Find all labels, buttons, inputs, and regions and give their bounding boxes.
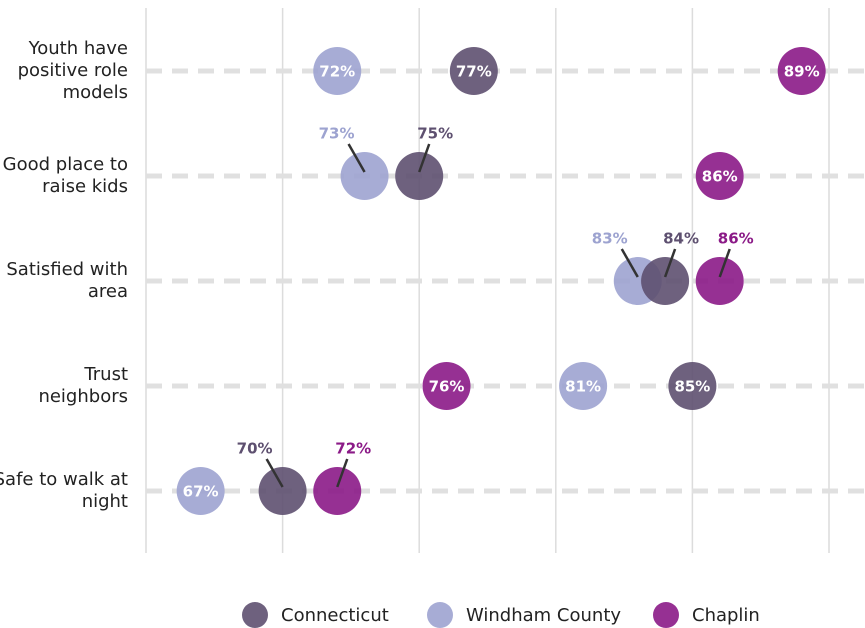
value-label: 73%	[319, 125, 355, 143]
value-label: 89%	[784, 63, 820, 81]
category-label: Good place to raise kids	[2, 154, 128, 197]
leader-line	[336, 458, 349, 488]
leader-line	[718, 248, 731, 278]
dot	[395, 152, 444, 200]
value-label: 86%	[702, 168, 738, 186]
category-label: Trust neighbors	[38, 364, 128, 407]
category-label: Satisfied with area	[6, 259, 128, 302]
dot	[176, 467, 225, 515]
value-label: 81%	[565, 378, 601, 396]
value-label: 83%	[592, 230, 628, 248]
value-label: 85%	[674, 378, 710, 396]
dot	[449, 47, 498, 95]
leader-line	[620, 248, 639, 278]
category-label: Youth have positive role models	[17, 38, 128, 103]
leader-line	[347, 143, 366, 173]
dot	[340, 152, 389, 200]
legend-label: Connecticut	[281, 605, 389, 626]
value-label: 75%	[417, 125, 453, 143]
dot	[668, 362, 717, 410]
dot	[777, 47, 826, 95]
dot	[559, 362, 608, 410]
value-label: 86%	[718, 230, 754, 248]
dot	[641, 257, 690, 305]
value-label: 77%	[456, 63, 492, 81]
dot	[258, 467, 307, 515]
leader-line	[663, 248, 677, 278]
value-label: 67%	[183, 483, 219, 501]
value-label: 84%	[663, 230, 699, 248]
legend-swatch	[242, 602, 268, 628]
dot	[695, 257, 744, 305]
value-label: 72%	[335, 440, 371, 458]
value-label: 76%	[429, 378, 465, 396]
dot	[313, 467, 362, 515]
legend-swatch	[427, 602, 453, 628]
value-label: 72%	[319, 63, 355, 81]
legend-label: Windham County	[466, 605, 621, 626]
leader-line	[418, 143, 431, 173]
value-label: 70%	[237, 440, 273, 458]
dot	[695, 152, 744, 200]
category-label: Safe to walk at night	[0, 469, 128, 512]
legend-label: Chaplin	[692, 605, 760, 626]
dot	[313, 47, 362, 95]
dot	[422, 362, 471, 410]
leader-line	[265, 458, 284, 488]
legend-swatch	[653, 602, 679, 628]
